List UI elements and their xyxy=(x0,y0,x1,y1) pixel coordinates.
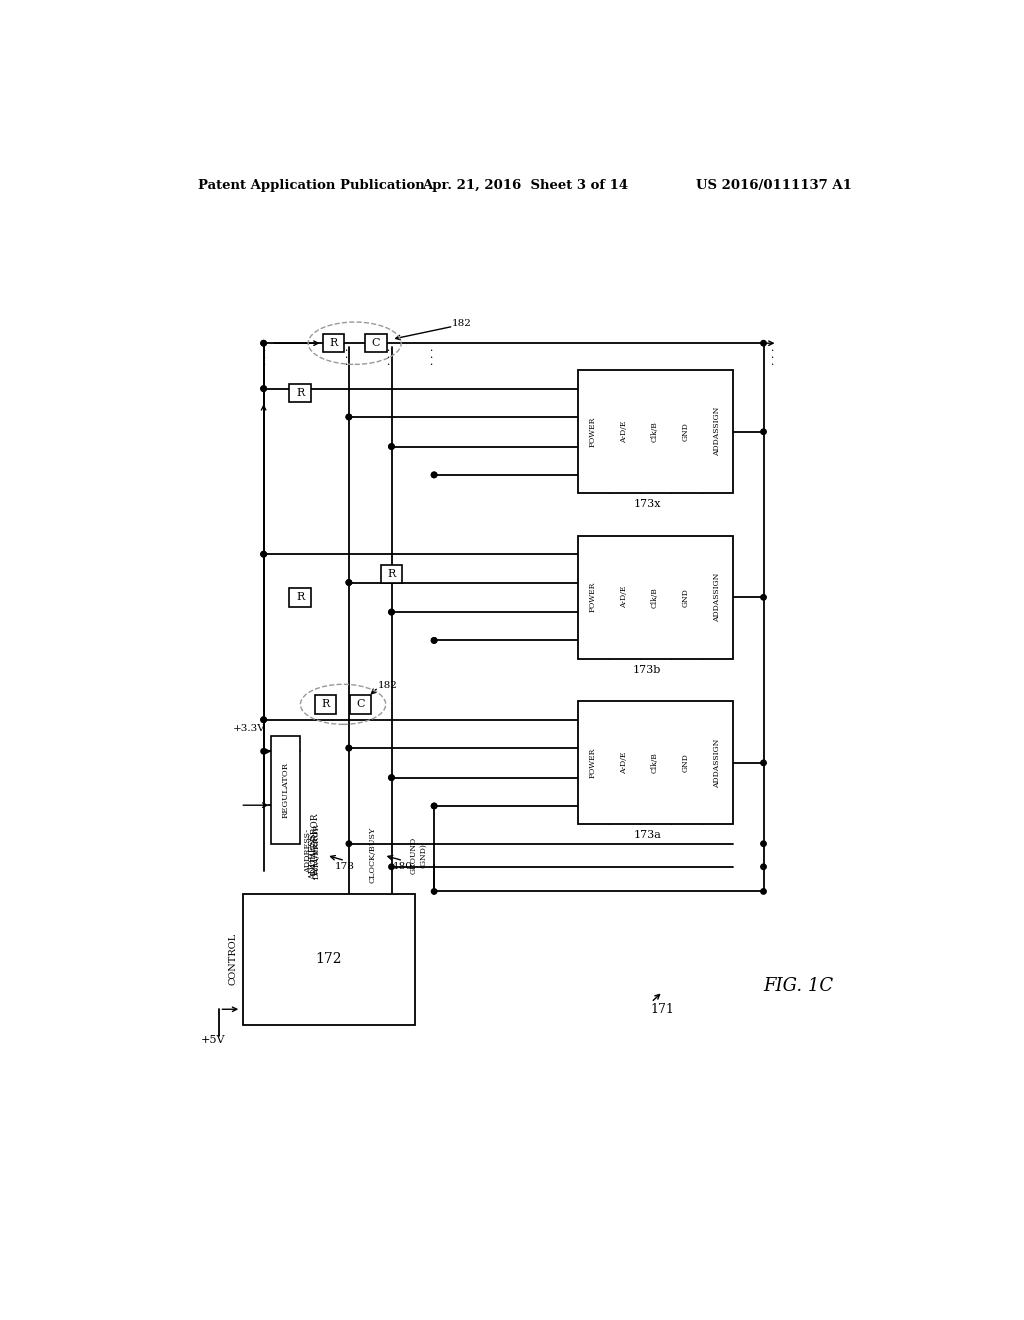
Bar xyxy=(314,696,337,714)
Text: R: R xyxy=(296,388,304,399)
Text: 173b: 173b xyxy=(633,665,662,675)
Circle shape xyxy=(761,865,766,870)
Circle shape xyxy=(431,473,437,478)
Bar xyxy=(289,384,311,403)
Text: POWER: POWER xyxy=(589,582,597,612)
Bar xyxy=(578,370,732,494)
Text: GND: GND xyxy=(682,587,690,607)
Text: C: C xyxy=(372,338,380,348)
Text: +5V: +5V xyxy=(201,1035,225,1045)
Circle shape xyxy=(261,552,266,557)
Circle shape xyxy=(346,841,351,846)
Circle shape xyxy=(261,552,266,557)
Text: ADDASSIGN: ADDASSIGN xyxy=(713,738,721,788)
Text: POWER: POWER xyxy=(589,747,597,777)
Text: R: R xyxy=(330,338,338,348)
Circle shape xyxy=(261,341,266,346)
Text: 182: 182 xyxy=(378,681,397,689)
Circle shape xyxy=(346,414,351,420)
Circle shape xyxy=(261,717,266,722)
Text: CONTROL: CONTROL xyxy=(229,933,238,985)
Text: · · ·: · · · xyxy=(770,348,780,366)
Circle shape xyxy=(346,579,351,585)
Text: R: R xyxy=(387,569,395,579)
Text: REGULATOR: REGULATOR xyxy=(282,762,290,818)
Bar xyxy=(289,589,311,607)
Text: GND: GND xyxy=(682,422,690,441)
Circle shape xyxy=(761,760,766,766)
Circle shape xyxy=(431,804,437,809)
Circle shape xyxy=(389,775,394,780)
Text: US 2016/0111137 A1: US 2016/0111137 A1 xyxy=(696,178,852,191)
Text: A-D/E: A-D/E xyxy=(620,751,628,774)
Text: · · ·: · · · xyxy=(344,348,354,366)
Text: R: R xyxy=(322,700,330,709)
Text: Clk/B: Clk/B xyxy=(651,421,659,442)
Text: +3.3V: +3.3V xyxy=(232,723,265,733)
Text: · · ·: · · · xyxy=(429,348,439,366)
Circle shape xyxy=(761,341,766,346)
Circle shape xyxy=(261,748,266,754)
Text: Patent Application Publication: Patent Application Publication xyxy=(198,178,425,191)
Bar xyxy=(271,737,300,843)
Circle shape xyxy=(761,888,766,894)
Text: 173a: 173a xyxy=(633,830,662,841)
Text: ADDRESS-: ADDRESS- xyxy=(309,830,318,880)
Circle shape xyxy=(346,579,351,585)
Circle shape xyxy=(346,414,351,420)
Circle shape xyxy=(389,610,394,615)
Text: GND: GND xyxy=(682,754,690,772)
Text: 178: 178 xyxy=(335,862,354,871)
Circle shape xyxy=(389,775,394,780)
Text: ADDASSIGN: ADDASSIGN xyxy=(713,573,721,622)
Text: Apr. 21, 2016  Sheet 3 of 14: Apr. 21, 2016 Sheet 3 of 14 xyxy=(422,178,628,191)
Circle shape xyxy=(431,638,437,643)
Text: CLOCK/BUSY: CLOCK/BUSY xyxy=(368,828,376,883)
Text: A-D/E: A-D/E xyxy=(620,421,628,444)
Text: 180: 180 xyxy=(393,862,413,871)
Text: R: R xyxy=(296,593,304,602)
Text: FIG. 1C: FIG. 1C xyxy=(764,977,834,995)
Text: · · ·: · · · xyxy=(386,348,396,366)
Text: A-D/E: A-D/E xyxy=(620,586,628,609)
Text: POWER: POWER xyxy=(589,417,597,447)
Circle shape xyxy=(346,746,351,751)
Circle shape xyxy=(761,841,766,846)
Bar xyxy=(578,701,732,825)
Circle shape xyxy=(389,444,394,449)
Bar xyxy=(323,334,344,352)
Circle shape xyxy=(431,473,437,478)
Circle shape xyxy=(261,341,266,346)
Circle shape xyxy=(431,804,437,809)
Circle shape xyxy=(389,444,394,449)
Circle shape xyxy=(761,594,766,601)
Circle shape xyxy=(346,746,351,751)
Text: C: C xyxy=(356,700,365,709)
Circle shape xyxy=(431,638,437,643)
Text: 172: 172 xyxy=(315,952,342,966)
Circle shape xyxy=(261,385,266,391)
Text: 173x: 173x xyxy=(634,499,662,510)
Bar xyxy=(349,696,372,714)
Bar xyxy=(243,894,415,1024)
Text: 182: 182 xyxy=(452,319,471,329)
Bar xyxy=(381,565,402,583)
Bar xyxy=(578,536,732,659)
Text: ADDASSIGN: ADDASSIGN xyxy=(713,407,721,457)
Text: · · ·: · · · xyxy=(262,348,272,366)
Bar xyxy=(366,334,387,352)
Circle shape xyxy=(389,610,394,615)
Circle shape xyxy=(431,888,437,894)
Text: Clk/B: Clk/B xyxy=(651,752,659,774)
Text: ADDRESS-
DATA/ERROR: ADDRESS- DATA/ERROR xyxy=(304,824,322,879)
Text: DATA/ERROR: DATA/ERROR xyxy=(309,812,318,875)
Text: Clk/B: Clk/B xyxy=(651,587,659,607)
Text: 171: 171 xyxy=(651,1003,675,1016)
Circle shape xyxy=(761,429,766,434)
Circle shape xyxy=(389,865,394,870)
Text: GROUND
(GND): GROUND (GND) xyxy=(410,837,427,874)
Circle shape xyxy=(261,717,266,722)
Circle shape xyxy=(261,385,266,391)
